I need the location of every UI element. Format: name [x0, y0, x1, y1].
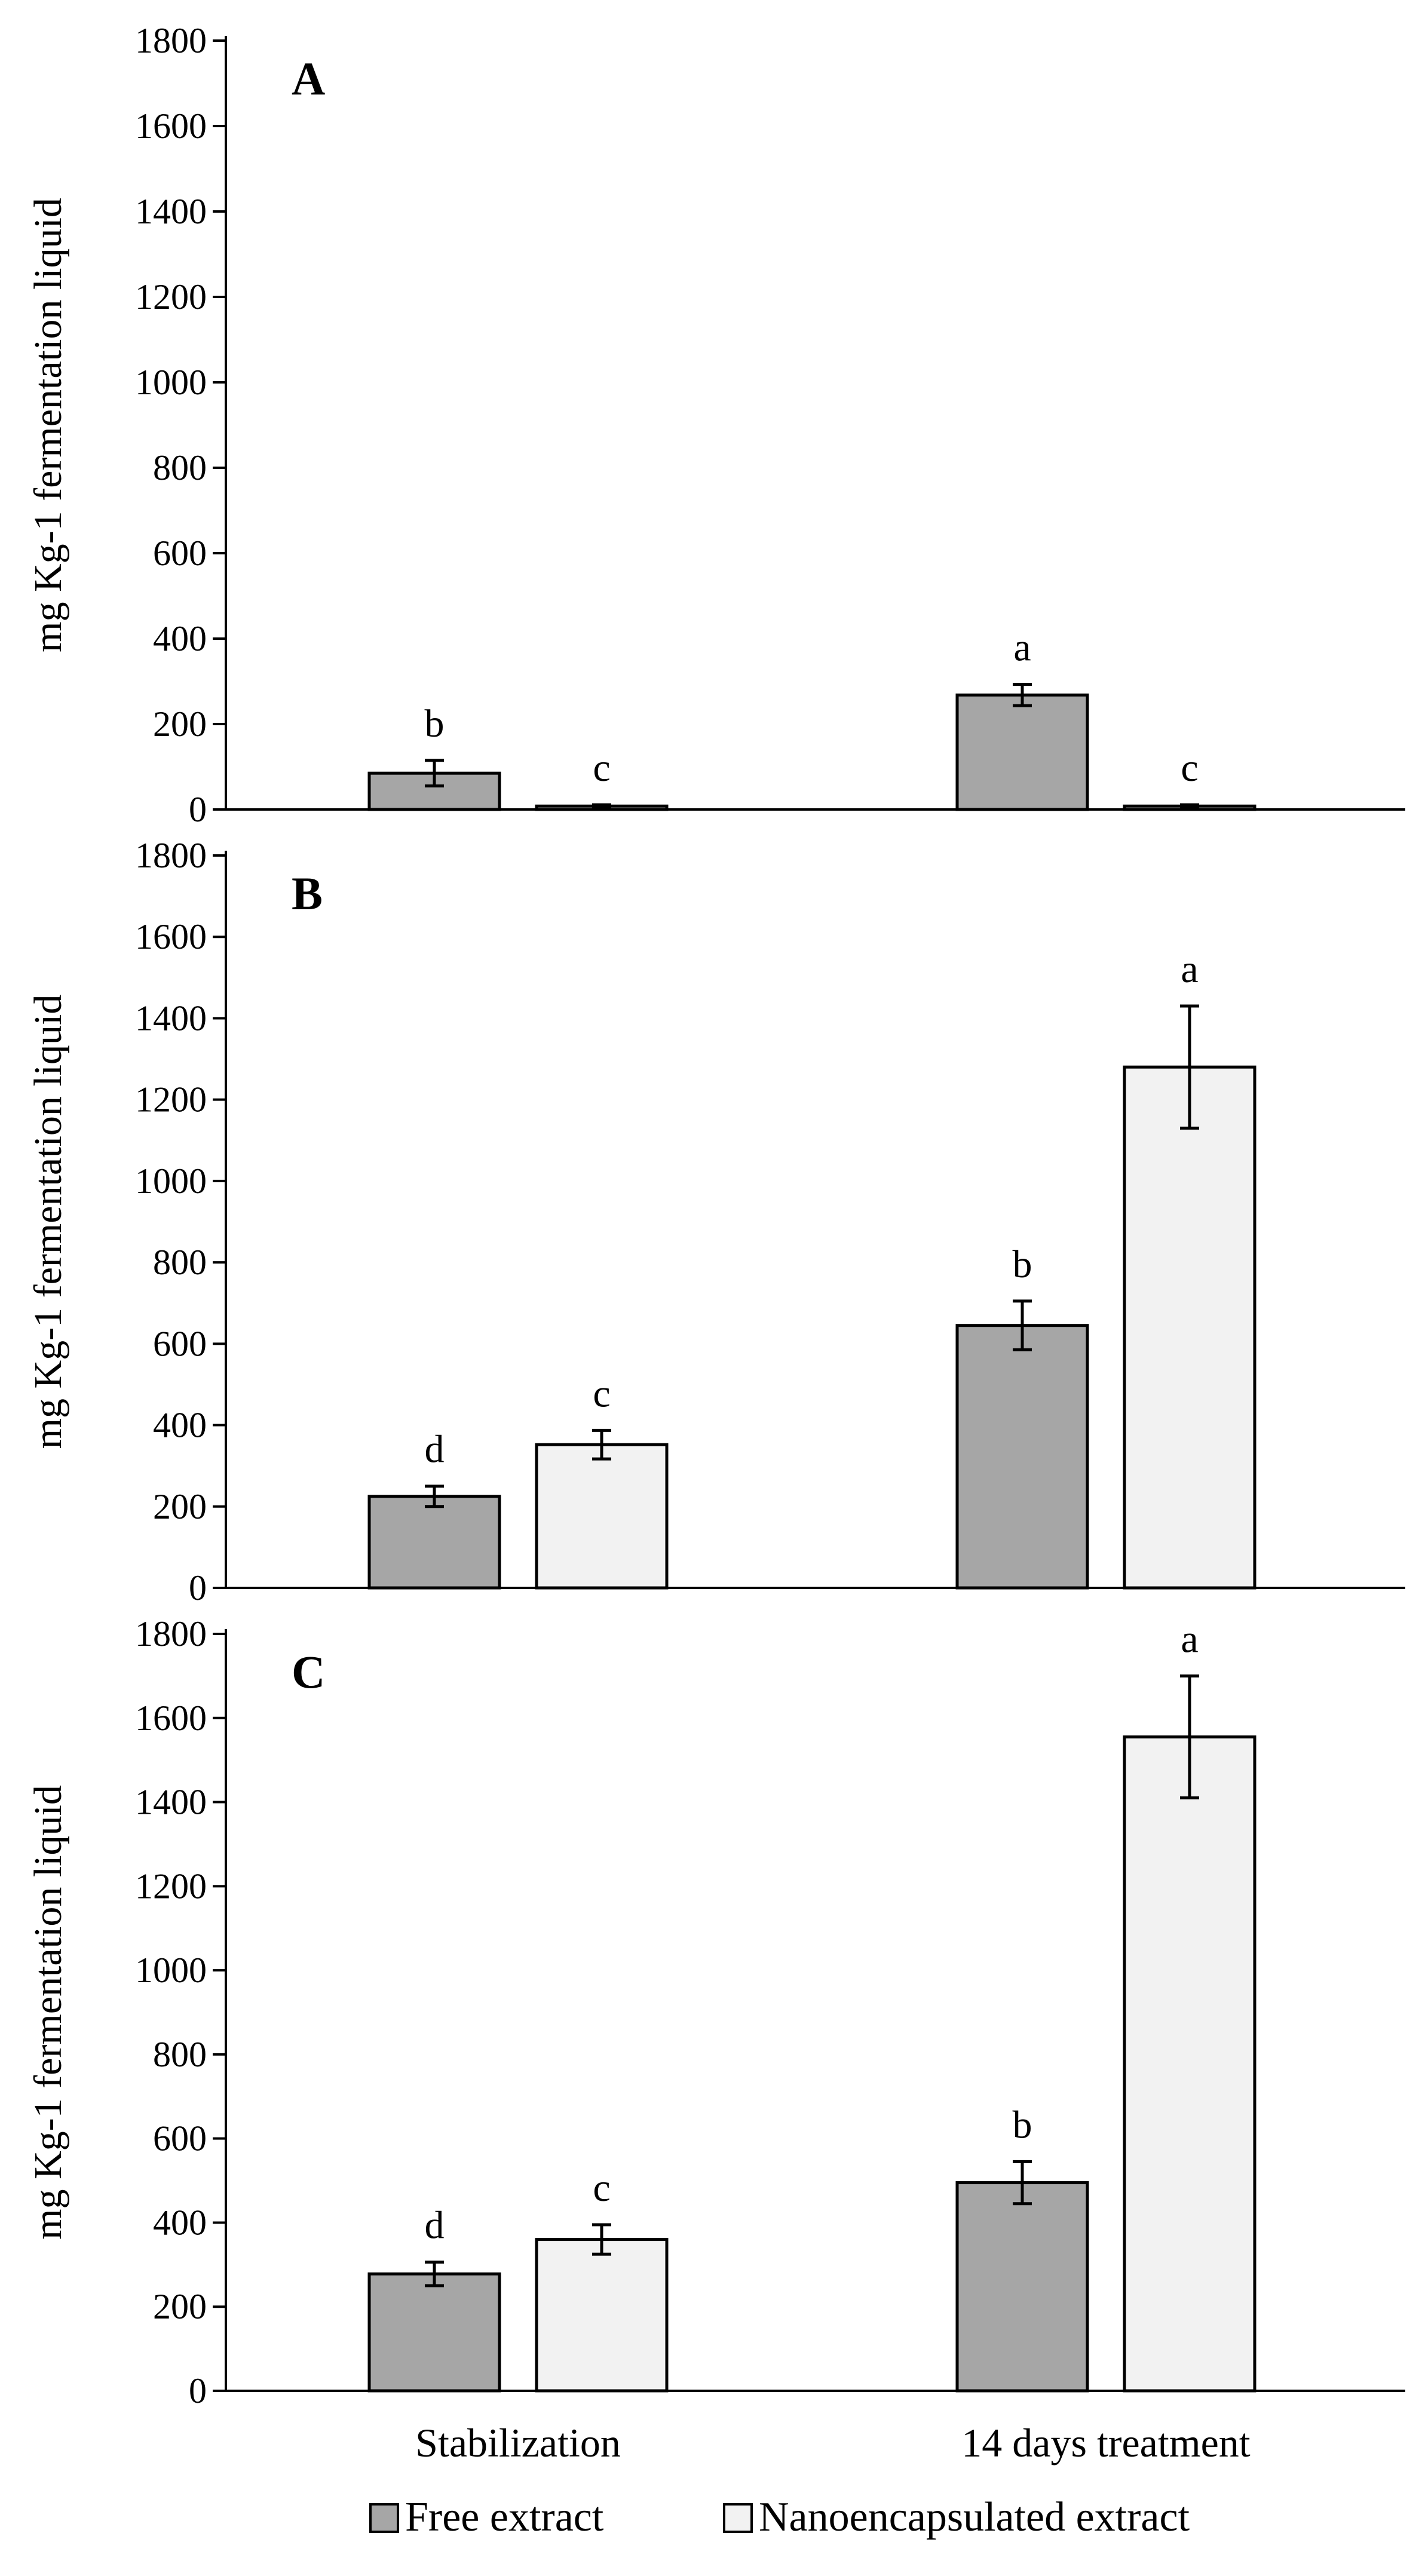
legend-label: Nanoencapsulated extract	[759, 2494, 1190, 2540]
panel-letter: B	[292, 867, 323, 919]
y-tick-label: 1600	[135, 106, 207, 146]
panel-a: 0 200 400 600 800 1000 1200 1400 1600 1800 mg Kg-1…	[26, 21, 1405, 829]
significance-letter: b	[1013, 1243, 1032, 1286]
y-axis-title: mg Kg-1 fermentation liquid	[26, 995, 70, 1449]
y-tick-label: 0	[189, 2371, 207, 2411]
significance-letter: b	[425, 702, 445, 746]
y-tick-label: 1400	[135, 192, 207, 231]
significance-letter: c	[593, 1372, 610, 1415]
y-tick-label: 1600	[135, 1698, 207, 1738]
bar	[955, 1324, 1089, 1590]
significance-letter: b	[1013, 2103, 1032, 2146]
y-tick-label: 1000	[135, 1951, 207, 1990]
y-axis-title: mg Kg-1 fermentation liquid	[26, 1785, 70, 2240]
y-tick-label: 1800	[135, 836, 207, 875]
y-tick-label: 200	[153, 2287, 207, 2326]
y-tick-label: 1200	[135, 1866, 207, 1906]
y-tick-label: 1000	[135, 1161, 207, 1201]
panel-c: 0 200 400 600 800 1000 1200 1400 1600 1800 mg Kg-1…	[26, 1614, 1405, 2411]
y-tick-label: 1200	[135, 1080, 207, 1120]
panel-letter: C	[292, 1646, 325, 1698]
significance-letter: d	[425, 1428, 445, 1471]
y-tick-label: 1000	[135, 363, 207, 402]
significance-letter: a	[1013, 626, 1031, 670]
y-tick-label: 1800	[135, 1614, 207, 1654]
y-tick-label: 800	[153, 1243, 207, 1282]
y-tick-label: 1800	[135, 21, 207, 60]
significance-letter: d	[425, 2204, 445, 2247]
y-tick-label: 400	[153, 619, 207, 658]
bar	[1123, 1065, 1256, 1590]
panel-b: 0 200 400 600 800 1000 1200 1400 1600 1800 mg Kg-1…	[26, 836, 1405, 1608]
legend: Free extract Nanoencapsulated extract	[369, 2494, 1190, 2540]
bar	[535, 2238, 669, 2393]
y-tick-label: 200	[153, 704, 207, 744]
y-tick-label: 600	[153, 533, 207, 573]
bar	[535, 1443, 669, 1590]
significance-letter: a	[1181, 947, 1198, 991]
significance-letter: a	[1181, 1617, 1198, 1661]
y-tick-label: 800	[153, 2035, 207, 2074]
y-tick-label: 0	[189, 1568, 207, 1608]
y-tick-label: 600	[153, 1324, 207, 1363]
significance-letter: c	[593, 2166, 610, 2210]
y-tick-label: 800	[153, 448, 207, 487]
y-tick-label: 1200	[135, 277, 207, 317]
panel-letter: A	[292, 53, 325, 105]
y-tick-label: 1400	[135, 998, 207, 1038]
x-category-label: 14 days treatment	[961, 2420, 1251, 2465]
bar	[367, 2272, 501, 2393]
significance-letter: c	[593, 746, 610, 790]
y-tick-label: 600	[153, 2119, 207, 2158]
significance-letter: c	[1181, 746, 1198, 790]
legend-label: Free extract	[405, 2494, 604, 2540]
y-tick-label: 400	[153, 2203, 207, 2242]
bar	[955, 693, 1089, 811]
y-axis-title: mg Kg-1 fermentation liquid	[26, 198, 70, 652]
y-tick-label: 400	[153, 1406, 207, 1445]
x-category-label: Stabilization	[415, 2420, 621, 2465]
y-tick-label: 1400	[135, 1783, 207, 1822]
y-tick-label: 200	[153, 1487, 207, 1526]
bar	[955, 2181, 1089, 2393]
y-tick-label: 1600	[135, 917, 207, 956]
bar	[1123, 1735, 1256, 2393]
legend-swatch	[369, 2503, 399, 2533]
legend-swatch	[723, 2503, 753, 2533]
bar	[367, 1495, 501, 1590]
y-tick-label: 0	[189, 790, 207, 829]
